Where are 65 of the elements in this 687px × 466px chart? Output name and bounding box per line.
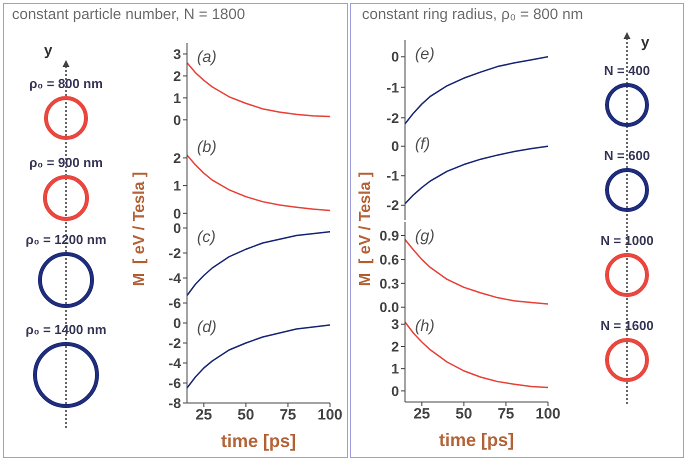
y-axis-title: M [ eV / Tesla ] [357,170,375,288]
y-tick-label: 1 [173,178,182,194]
y-tick-label: -4 [168,354,182,371]
x-tick-label: 25 [195,406,212,424]
annotation: (g) [415,228,435,246]
y-tick-label: 0.6 [380,251,400,268]
y-tick-label: 0 [173,220,182,236]
y-tick-label: 0.9 [380,228,400,244]
x-tick-label: 100 [535,406,561,423]
annotation: (a) [197,49,217,67]
text: y [44,42,52,59]
x-axis-title: time [ps] [438,430,515,451]
annotation: (h) [415,318,435,336]
y-tick-label: 1 [173,90,182,106]
y-tick-label: -2 [168,244,182,261]
y-tick-label: 2 [173,150,182,166]
text: N = 1000 [599,233,655,248]
text: N = 1600 [599,318,655,333]
x-tick-label: 75 [498,406,514,423]
y-tick-label: -2 [386,197,400,214]
x-axis-title: time [ps] [220,431,297,452]
y-tick-label: 0.3 [380,275,400,292]
y-tick-label: 0 [173,112,182,128]
y-tick-label: 1 [391,360,400,377]
y-tick-label: -8 [168,394,182,411]
y-tick-label: 3 [173,46,182,62]
y-tick-label: 0 [391,138,400,154]
x-tick-label: 25 [413,406,430,423]
text: y [641,34,650,51]
line-series [405,321,548,388]
y-tick-label: -6 [168,374,182,391]
y-tick-label: 0 [173,314,182,331]
text: N = 400 [603,63,651,78]
annotation: (f) [415,136,430,154]
y-axis-title: M [ eV / Tesla ] [131,170,149,288]
line-series [187,231,330,296]
y-tick-label: -6 [168,294,182,311]
y-tick-label: -2 [168,334,182,351]
x-tick-label: 75 [280,406,296,424]
text: ρ₀ = 1200 nm [24,232,108,247]
text: N = 600 [603,148,651,163]
annotation: (c) [197,229,216,247]
x-tick-label: 50 [238,406,254,424]
annotation: (e) [415,46,435,64]
annotation: (b) [197,139,217,157]
y-tick-label: 0 [391,48,400,65]
annotation: (d) [197,319,217,337]
text: ρ₀ = 900 nm [28,155,104,170]
y-tick-label: 0 [391,382,400,399]
text: ρ₀ = 800 nm [28,76,104,91]
chart-title: constant ring radius, ρ₀ = 800 nm [362,6,584,23]
x-tick-label: 50 [456,406,472,423]
line-series [187,154,330,212]
y-tick-label: -1 [386,168,400,184]
y-tick-label: 2 [391,338,400,354]
y-tick-label: 3 [391,316,400,332]
y-tick-label: 2 [173,68,182,84]
x-tick-label: 100 [317,406,343,424]
y-tick-label: -2 [386,110,400,126]
y-tick-label: 0.0 [380,299,400,316]
y-tick-label: 0 [173,205,182,222]
text: ρ₀ = 1400 nm [24,322,108,337]
chart-title: constant particle number, N = 1800 [12,6,246,23]
y-tick-label: -1 [386,79,400,96]
y-tick-label: -4 [168,270,182,286]
